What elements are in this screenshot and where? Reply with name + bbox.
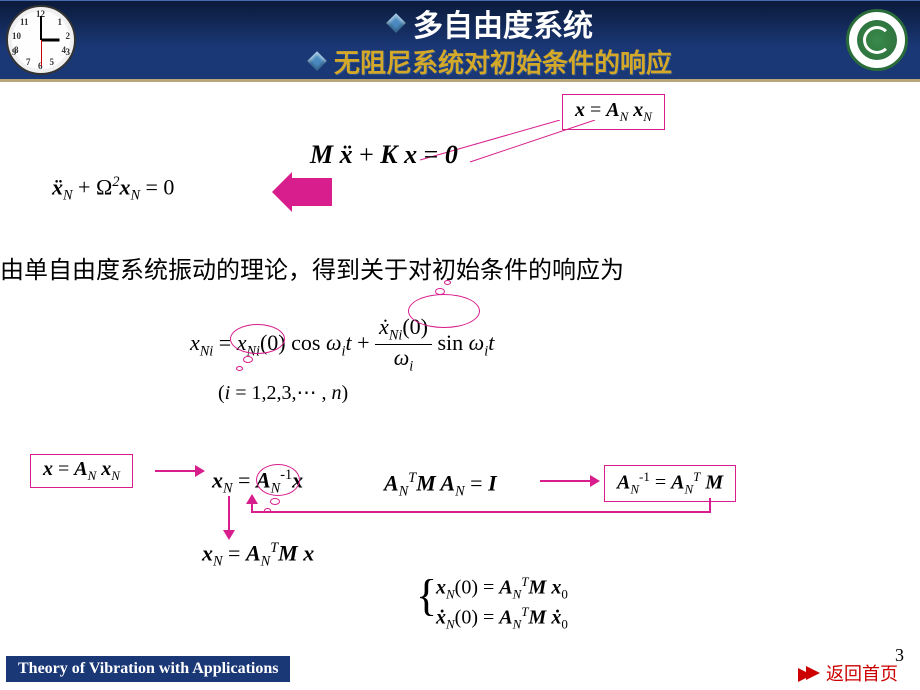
footer: Theory of Vibration with Applications 3 … — [0, 650, 920, 690]
footer-title-bar: Theory of Vibration with Applications — [6, 656, 290, 682]
arrow-down-icon — [228, 496, 230, 530]
cloud-bubble — [243, 356, 253, 363]
clock-widget: 12 1 2 3 4 5 6 7 8 9 10 11 — [6, 5, 76, 75]
arrow-right-icon — [798, 666, 822, 680]
brace-icon: { — [416, 570, 437, 621]
header-titles: 多自由度系统 无阻尼系统对初始条件的响应 — [76, 1, 846, 80]
diamond-icon — [386, 13, 406, 33]
initial-condition-1: xN(0) = ANTM x0 — [436, 574, 568, 603]
cloud-bubble — [435, 288, 445, 295]
slide-content: x = AN xN M ẍ + K x = 0 ẍN + Ω2xN = 0 由单… — [0, 82, 920, 642]
main-title: 多自由度系统 — [389, 1, 593, 45]
cloud-highlight-2 — [408, 294, 480, 328]
arrow-right-icon — [155, 470, 195, 472]
explain-text: 由单自由度系统振动的理论，得到关于对初始条件的响应为 — [0, 250, 624, 285]
initial-condition-2: ẋN(0) = ANTM ẋ0 — [436, 604, 568, 633]
arrow-left-icon — [292, 178, 332, 206]
return-home-link[interactable]: 返回首页 — [798, 660, 898, 686]
arrow-return-path — [240, 480, 740, 520]
header-bar: 12 1 2 3 4 5 6 7 8 9 10 11 多自由度系统 无阻尼系统对… — [0, 0, 920, 82]
main-equation: M ẍ + K x = 0 — [310, 140, 458, 170]
cloud-bubble — [236, 366, 243, 371]
transform-box-left: x = AN xN — [30, 454, 133, 488]
sub-title: 无阻尼系统对初始条件的响应 — [310, 43, 672, 80]
diamond-icon — [307, 51, 327, 71]
university-logo — [846, 9, 908, 71]
index-range: (i = 1,2,3,⋯ , n) — [218, 380, 348, 405]
modal-equation: ẍN + Ω2xN = 0 — [52, 174, 174, 205]
cloud-highlight-1 — [230, 324, 285, 354]
step2-equation: xN = ANTM x — [202, 540, 314, 571]
cloud-bubble — [444, 280, 451, 285]
